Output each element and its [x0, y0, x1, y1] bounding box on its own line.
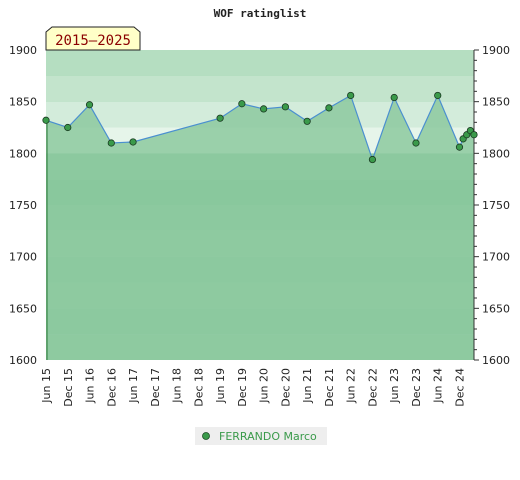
legend: FERRANDO Marco [195, 427, 327, 445]
x-tick-label: Dec 15 [62, 368, 75, 407]
y-tick-label-right: 1600 [482, 354, 510, 367]
data-point [42, 116, 50, 124]
rating-points [42, 91, 478, 164]
data-point [238, 100, 246, 108]
data-point [85, 101, 94, 109]
data-point [281, 103, 289, 111]
area-fill [46, 95, 474, 360]
x-tick-label: Jun 21 [301, 368, 314, 404]
data-point [470, 131, 478, 139]
data-point [390, 93, 398, 102]
y-tick-label-right: 1700 [482, 251, 510, 264]
data-point [129, 138, 137, 146]
upper-band [46, 75, 474, 102]
period-label: 2015—2025 [55, 33, 131, 49]
x-tick-label: Jun 23 [388, 368, 401, 404]
x-axis-labels: Jun 15 Dec 15 Jun 16 Dec 16 Jun 17 Dec 17 Jun … [40, 368, 466, 407]
y-tick-label-left: 1650 [9, 302, 37, 315]
x-tick-label: Dec 17 [149, 368, 162, 407]
y-tick-label-left: 1850 [9, 96, 37, 109]
x-tick-label: Jun 19 [214, 368, 227, 404]
y-tick-label-right: 1900 [482, 44, 510, 57]
x-tick-label: Jun 20 [258, 368, 271, 404]
data-point [325, 104, 333, 112]
upper-band [46, 50, 474, 76]
x-tick-label: Dec 21 [323, 368, 336, 407]
y-tick-label-left: 1750 [9, 199, 37, 212]
x-tick-label: Jun 18 [171, 368, 184, 404]
y-tick-label-left: 1800 [9, 147, 37, 160]
period-badge: 2015—2025 [45, 26, 141, 51]
y-tick-label-left: 1700 [9, 251, 37, 264]
data-point [216, 114, 224, 122]
data-point [347, 91, 355, 100]
x-tick-label: Dec 19 [236, 368, 249, 407]
data-point [368, 155, 377, 164]
y-tick-label-right: 1750 [482, 199, 510, 212]
y-tick-label-left: 1900 [9, 44, 37, 57]
axes [473, 49, 479, 361]
rating-area [45, 50, 475, 360]
y-tick-label-right: 1850 [482, 96, 510, 109]
y-tick-label-right: 1800 [482, 147, 510, 160]
data-point [260, 105, 268, 113]
x-tick-label: Dec 20 [279, 368, 292, 407]
y-tick-label-right: 1650 [482, 302, 510, 315]
x-tick-label: Dec 23 [410, 368, 423, 407]
legend-box [195, 427, 327, 445]
x-tick-label: Jun 24 [432, 368, 445, 404]
data-point [412, 139, 420, 147]
x-tick-label: Dec 16 [105, 368, 118, 407]
y-axis-right-labels: 1600 1650 1700 1750 1800 1850 1900 [482, 44, 510, 367]
x-tick-label: Jun 16 [84, 368, 97, 404]
data-point [303, 117, 311, 125]
x-tick-label: Jun 22 [345, 368, 358, 404]
x-tick-label: Dec 18 [192, 368, 205, 407]
x-tick-label: Jun 15 [40, 368, 53, 404]
data-point [434, 91, 442, 100]
chart-title: WOF ratinglist [214, 7, 307, 20]
x-tick-label: Jun 17 [127, 368, 140, 404]
y-tick-label-left: 1600 [9, 354, 37, 367]
x-tick-label: Dec 22 [366, 368, 379, 407]
legend-marker [202, 432, 210, 440]
data-point [64, 123, 72, 132]
y-axis-left-labels: 1600 1650 1700 1750 1800 1850 1900 [9, 44, 37, 367]
data-point [107, 139, 115, 147]
legend-label: FERRANDO Marco [219, 430, 317, 443]
data-point [455, 143, 464, 151]
x-tick-label: Dec 24 [453, 368, 466, 407]
